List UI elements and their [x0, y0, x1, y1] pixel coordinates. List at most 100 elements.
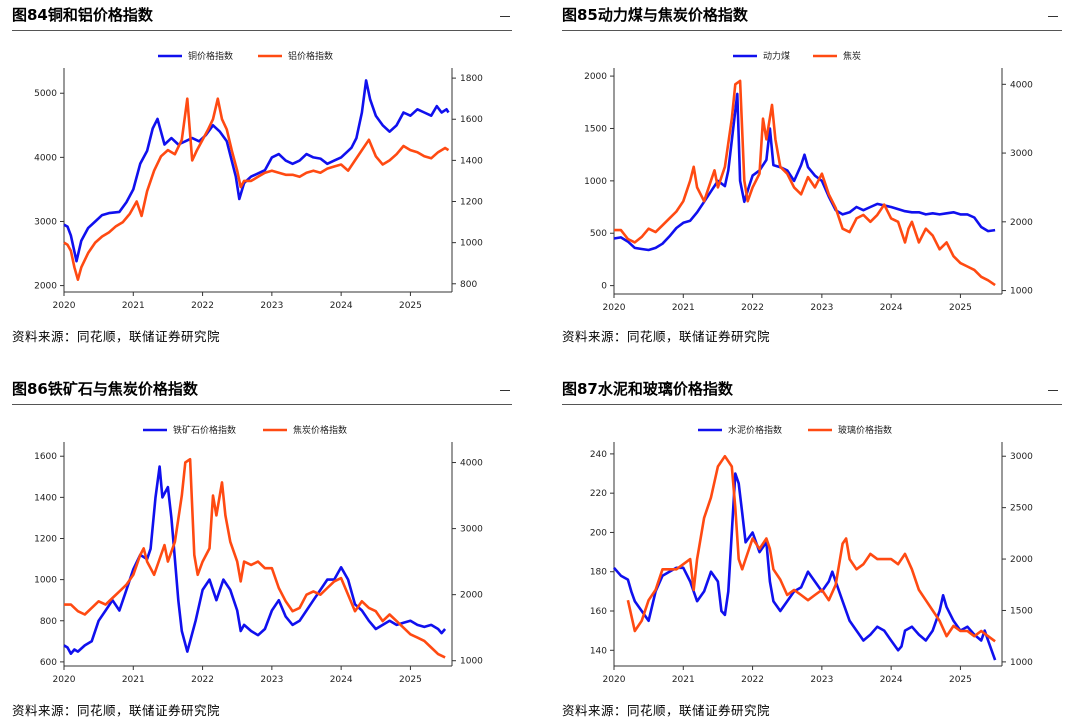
x-tick-label: 2020	[603, 303, 626, 313]
right-tick-label: 4000	[460, 459, 483, 469]
divider	[1048, 16, 1058, 17]
left-tick-label: 200	[590, 528, 607, 538]
divider	[12, 404, 512, 405]
chart-title: 图87水泥和玻璃价格指数	[562, 380, 733, 398]
x-tick-label: 2021	[672, 675, 695, 685]
left-tick-label: 140	[590, 646, 607, 656]
right-tick-label: 3000	[1010, 452, 1033, 462]
legend-label: 铜价格指数	[188, 50, 233, 62]
source-note: 资料来源：同花顺，联储证券研究院	[562, 703, 771, 718]
right-tick-label: 3000	[1010, 149, 1033, 159]
right-tick-label: 2000	[1010, 218, 1033, 228]
legend-label: 玻璃价格指数	[838, 424, 892, 436]
x-tick-label: 2023	[260, 301, 283, 311]
left-tick-label: 4000	[34, 153, 57, 163]
left-tick-label: 5000	[34, 89, 57, 99]
right-tick-label: 1400	[460, 156, 483, 166]
x-tick-label: 2020	[603, 675, 626, 685]
series-line	[63, 97, 450, 281]
divider	[562, 30, 1062, 31]
chart-svg-fig86: 600 800 1000 1200 1400 1600 1000 2000 3000 4000 20…	[34, 424, 483, 685]
chart-title: 图84铜和铝价格指数	[12, 6, 153, 24]
divider	[500, 16, 510, 17]
series-line	[613, 472, 997, 661]
chart-title: 图85动力煤与焦炭价格指数	[562, 6, 748, 24]
series-line	[63, 465, 447, 655]
right-tick-label: 1000	[1010, 658, 1033, 668]
series-line	[626, 454, 996, 643]
chart-svg-fig85: 0 500 1000 1500 2000 1000 2000 3000 4000 2020 2021…	[584, 50, 1033, 313]
chart-panel-fig87: 图87水泥和玻璃价格指数 140 160 180 200 220 240 1000 1500 2…	[562, 378, 1062, 722]
left-tick-label: 160	[590, 607, 607, 617]
x-tick-label: 2025	[949, 675, 972, 685]
x-tick-label: 2021	[672, 303, 695, 313]
left-tick-label: 500	[590, 229, 607, 239]
x-tick-label: 2023	[810, 303, 833, 313]
series-line	[613, 92, 996, 252]
left-tick-label: 1600	[34, 452, 57, 462]
right-tick-label: 1500	[1010, 606, 1033, 616]
right-tick-label: 2000	[1010, 555, 1033, 565]
source-note: 资料来源：同花顺，联储证券研究院	[12, 703, 221, 718]
legend-label: 铁矿石价格指数	[173, 424, 236, 436]
left-tick-label: 2000	[584, 72, 607, 82]
chart-title: 图86铁矿石与焦炭价格指数	[12, 380, 198, 398]
source-note: 资料来源：同花顺，联储证券研究院	[12, 329, 221, 344]
legend-label: 动力煤	[763, 50, 790, 62]
legend: 水泥价格指数 玻璃价格指数	[698, 424, 892, 436]
legend-label: 焦炭	[843, 50, 861, 62]
series-line	[614, 79, 996, 287]
right-tick-label: 1600	[460, 115, 483, 125]
left-tick-label: 1400	[34, 493, 57, 503]
left-tick-label: 180	[590, 568, 607, 578]
divider	[12, 30, 512, 31]
left-tick-label: 800	[40, 617, 57, 627]
right-tick-label: 1000	[460, 657, 483, 667]
series-line	[63, 79, 450, 263]
x-tick-label: 2023	[260, 675, 283, 685]
left-tick-label: 3000	[34, 217, 57, 227]
x-tick-label: 2020	[53, 675, 76, 685]
x-tick-label: 2024	[880, 675, 903, 685]
right-tick-label: 2000	[460, 591, 483, 601]
x-tick-label: 2022	[191, 301, 214, 311]
left-tick-label: 240	[590, 450, 607, 460]
x-tick-label: 2025	[399, 675, 422, 685]
right-tick-label: 1800	[460, 74, 483, 84]
legend-label: 铝价格指数	[288, 50, 333, 62]
right-tick-label: 800	[460, 280, 477, 290]
legend-label: 水泥价格指数	[728, 424, 782, 436]
legend: 铜价格指数 铝价格指数	[158, 50, 333, 62]
chart-svg-fig84: 2000 3000 4000 5000 800 1000 1200 1400 1600 1800 2…	[34, 50, 483, 311]
x-tick-label: 2024	[880, 303, 903, 313]
right-tick-label: 2500	[1010, 504, 1033, 514]
right-tick-label: 3000	[460, 525, 483, 535]
left-tick-label: 220	[590, 489, 607, 499]
source-note: 资料来源：同花顺，联储证券研究院	[562, 329, 771, 344]
series-line	[64, 457, 446, 659]
right-tick-label: 1000	[460, 239, 483, 249]
x-tick-label: 2024	[330, 675, 353, 685]
x-tick-label: 2023	[810, 675, 833, 685]
divider	[562, 404, 1062, 405]
right-tick-label: 1200	[460, 198, 483, 208]
x-tick-label: 2025	[399, 301, 422, 311]
left-tick-label: 1200	[34, 534, 57, 544]
right-tick-label: 1000	[1010, 287, 1033, 297]
x-tick-label: 2021	[122, 675, 145, 685]
left-tick-label: 2000	[34, 282, 57, 292]
divider	[1048, 390, 1058, 391]
chart-panel-fig85: 图85动力煤与焦炭价格指数 0 500 1000 1500 2000 1000 2000 30…	[562, 4, 1062, 348]
x-tick-label: 2020	[53, 301, 76, 311]
x-tick-label: 2022	[191, 675, 214, 685]
divider	[500, 390, 510, 391]
left-tick-label: 1000	[584, 177, 607, 187]
legend-label: 焦炭价格指数	[293, 424, 347, 436]
right-tick-label: 4000	[1010, 80, 1033, 90]
left-tick-label: 600	[40, 658, 57, 668]
x-tick-label: 2025	[949, 303, 972, 313]
x-tick-label: 2024	[330, 301, 353, 311]
chart-svg-fig87: 140 160 180 200 220 240 1000 1500 2000 2500 3000 20…	[590, 424, 1033, 685]
chart-panel-fig84: 图84铜和铝价格指数 2000 3000 4000 5000 800 1000 1200 14…	[12, 4, 512, 348]
left-tick-label: 1000	[34, 576, 57, 586]
